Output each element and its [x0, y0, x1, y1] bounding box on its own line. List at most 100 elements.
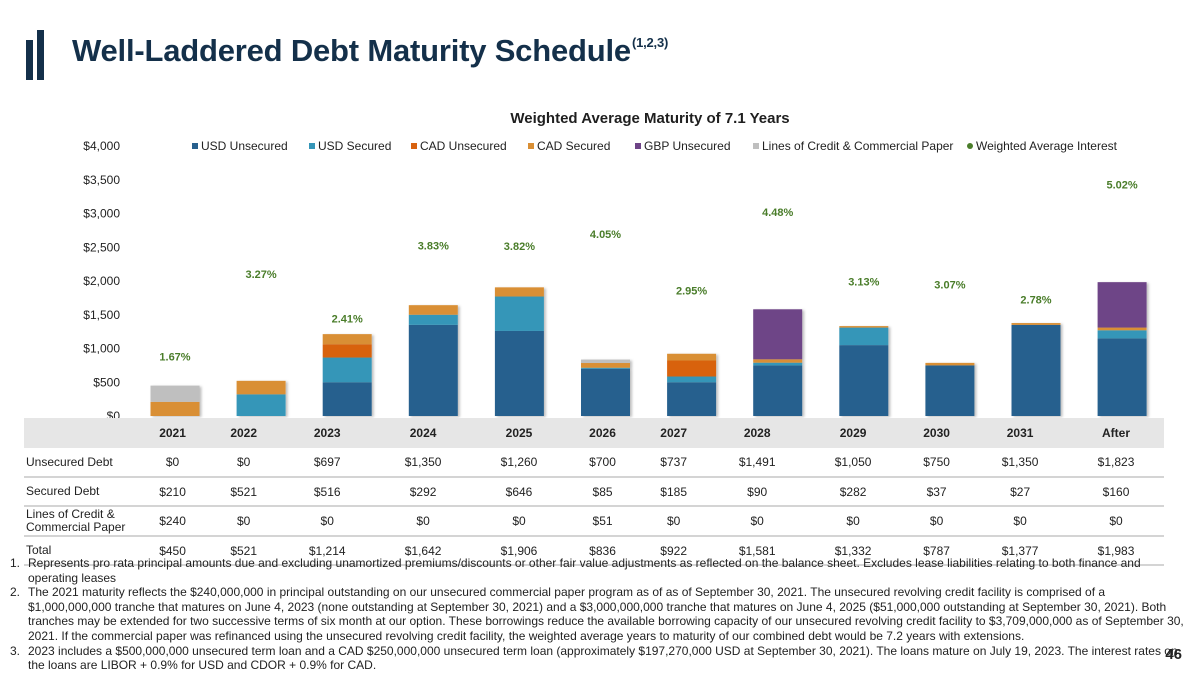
bar-segment-usd-secured — [322, 357, 372, 383]
bar-segment-usd-secured — [494, 296, 544, 331]
table-row: Total $450 $521 $1,214 $1,642 $1,906 $836 $922 $… — [24, 536, 1164, 566]
page-title: Well-Laddered Debt Maturity Schedule(1,2… — [72, 33, 668, 69]
y-tick-label: $2,500 — [83, 240, 120, 254]
table-cell: $516 — [279, 477, 376, 507]
maturity-table: 2021 2022 2023 2024 2025 2026 2027 2028 2029 2030… — [24, 418, 1164, 566]
bar-segment-usd-unsecured — [925, 365, 975, 416]
legend-item-cad-secured: CAD Secured — [528, 139, 610, 153]
footnote-number: 2. — [10, 585, 21, 600]
bar-segment-cad-secured — [581, 363, 630, 368]
footnote: 1. Represents pro rata principal amounts … — [10, 556, 1190, 585]
bar-segment-usd-unsecured — [667, 382, 717, 416]
table-cell: $1,642 — [375, 536, 472, 566]
footnote-text: Represents pro rata principal amounts du… — [28, 556, 1141, 585]
table-header-cell: 2028 — [709, 418, 806, 448]
interest-rate-label: 5.02% — [1106, 179, 1137, 191]
table-cell: $1,823 — [1068, 448, 1164, 478]
bar-segment-usd-unsecured — [839, 345, 889, 416]
bar-segment-usd-secured — [236, 394, 286, 416]
table-cell: $1,983 — [1068, 536, 1164, 566]
interest-rate-label: 3.13% — [848, 276, 879, 288]
table-header-cell: 2022 — [208, 418, 280, 448]
chart-title: Weighted Average Maturity of 7.1 Years — [510, 110, 790, 127]
bar-segment-cad-secured — [494, 287, 544, 297]
table-cell: $697 — [279, 448, 376, 478]
legend-swatch-icon — [635, 143, 641, 149]
table-cell: $737 — [638, 448, 710, 478]
table-cell: $210 — [137, 477, 209, 507]
table-cell: $1,332 — [805, 536, 902, 566]
table-cell: $0 — [1068, 506, 1164, 537]
table-cell: $700 — [566, 448, 639, 478]
bar-segment-lines-of-credit-commercial-paper — [581, 359, 630, 364]
table-cell: $27 — [972, 477, 1069, 507]
bar-segment-cad-unsecured — [667, 360, 717, 377]
table-header-cell: 2024 — [375, 418, 472, 448]
page-number: 46 — [1165, 646, 1182, 663]
interest-rate-label: 2.41% — [332, 313, 363, 325]
legend-swatch-icon — [411, 143, 417, 149]
legend-swatch-icon — [192, 143, 198, 149]
bar-segment-gbp-unsecured — [753, 309, 803, 360]
title-footnote-ref: (1,2,3) — [631, 35, 669, 50]
table-cell: $1,214 — [279, 536, 376, 566]
interest-rate-label: 3.83% — [418, 240, 449, 252]
row-label: Unsecured Debt — [24, 448, 137, 478]
bar-segment-cad-secured — [150, 401, 200, 416]
table-cell: $0 — [208, 506, 280, 537]
accent-bar-icon — [37, 30, 44, 80]
bar-segment-cad-secured — [753, 359, 803, 363]
bar-segment-cad-secured — [1011, 323, 1061, 325]
row-label: Secured Debt — [24, 477, 137, 507]
bar-segment-gbp-unsecured — [1097, 282, 1147, 328]
footnotes: 1. Represents pro rata principal amounts … — [10, 556, 1190, 673]
table-cell: $85 — [566, 477, 639, 507]
legend-label: CAD Secured — [537, 139, 611, 153]
bar-segment-usd-secured — [1097, 330, 1147, 339]
table-cell: $1,491 — [709, 448, 806, 478]
interest-rate-label: 1.67% — [159, 351, 190, 363]
interest-rate-label: 4.48% — [762, 207, 793, 219]
legend-label: Weighted Average Interest — [976, 139, 1117, 153]
table-header-cell: After — [1068, 418, 1164, 448]
bar-stack-2024 — [408, 305, 458, 416]
table-cell: $1,260 — [471, 448, 567, 478]
footnote-text: The 2021 maturity reflects the $240,000,… — [28, 585, 1184, 643]
table-cell: $922 — [638, 536, 710, 566]
y-tick-label: $1,000 — [83, 342, 120, 356]
y-tick-label: $3,000 — [83, 207, 120, 221]
legend-dot-icon — [967, 143, 973, 149]
bar-stack-2021 — [150, 385, 200, 416]
table-cell: $1,350 — [972, 448, 1069, 478]
table-cell: $0 — [375, 506, 472, 537]
table-header-cell: 2029 — [805, 418, 902, 448]
bar-segment-cad-secured — [839, 326, 889, 328]
bar-segment-usd-secured — [581, 367, 630, 369]
footnote-text: 2023 includes a $500,000,000 unsecured t… — [28, 643, 1178, 673]
footnote: 2. The 2021 maturity reflects the $240,00… — [10, 585, 1190, 643]
accent-bar-icon — [26, 40, 33, 80]
bar-segment-cad-secured — [667, 353, 717, 361]
y-tick-label: $2,000 — [83, 274, 120, 288]
bar-stack-2023 — [322, 334, 372, 416]
interest-rate-label: 3.07% — [934, 279, 965, 291]
row-label: Total — [24, 536, 137, 566]
y-tick-label: $3,500 — [83, 173, 120, 187]
footnote-number: 3. — [10, 643, 21, 658]
table-header-cell: 2023 — [279, 418, 376, 448]
legend-label: GBP Unsecured — [644, 139, 731, 153]
y-tick-label: $1,500 — [83, 308, 120, 322]
footnote-number: 1. — [10, 556, 21, 570]
table-cell: $0 — [638, 506, 710, 537]
table-row: Lines of Credit & Commercial Paper $240 $0 $… — [24, 506, 1164, 537]
bar-segment-usd-secured — [753, 362, 803, 366]
legend-label: CAD Unsecured — [420, 139, 507, 153]
bar-segment-usd-unsecured — [1097, 338, 1147, 416]
bar-segment-usd-unsecured — [408, 324, 458, 416]
legend-label: Lines of Credit & Commercial Paper — [762, 139, 954, 153]
table-cell: $0 — [972, 506, 1069, 537]
table-cell: $160 — [1068, 477, 1164, 507]
row-label-line: Lines of Credit & — [26, 507, 115, 521]
stacked-bar-chart: $0$500$1,000$1,500$2,000$2,500$3,000$3,5… — [83, 139, 1147, 422]
table-cell: $0 — [208, 448, 280, 478]
